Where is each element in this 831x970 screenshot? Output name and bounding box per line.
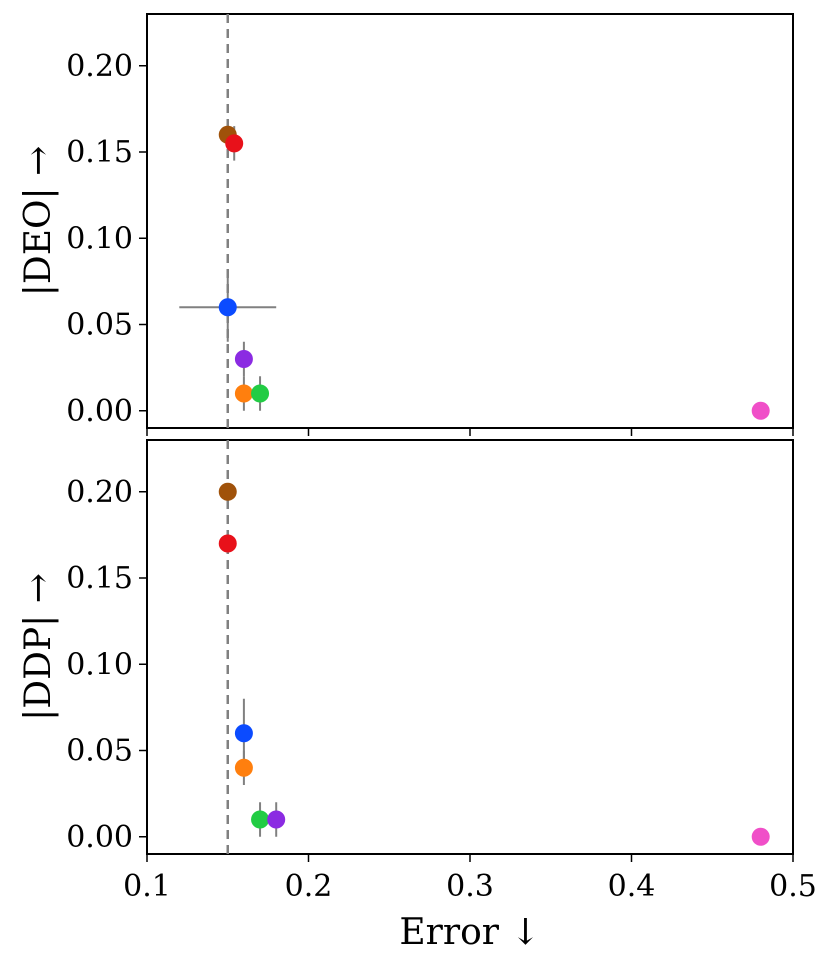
data-point (751, 827, 770, 846)
data-point (225, 134, 244, 153)
x-ticks-deo (146, 428, 794, 436)
y-tick-label: 0.15 (66, 135, 133, 170)
y-axis-label-deo: |DEO| → (18, 146, 59, 297)
data-point (251, 810, 270, 829)
x-tick-label: 0.4 (608, 869, 656, 904)
data-point (218, 482, 237, 501)
y-ticks-deo: 0.00 0.05 0.10 0.15 0.20 (66, 49, 147, 429)
y-axis-label-ddp: |DDP| → (18, 573, 59, 721)
y-tick-label: 0.10 (66, 221, 133, 256)
y-tick-label: 0.05 (66, 734, 133, 769)
y-ticks-ddp: 0.00 0.05 0.10 0.15 0.20 (66, 475, 147, 855)
y-tick-label: 0.20 (66, 475, 133, 510)
panel-ddp: 0.00 0.05 0.10 0.15 0.20 0.1 0.2 0.3 0.4 0.5 |DD… (18, 439, 817, 953)
y-tick-label: 0.15 (66, 561, 133, 596)
data-point (218, 534, 237, 553)
y-tick-label: 0.05 (66, 308, 133, 343)
data-point (234, 350, 253, 368)
data-point (234, 724, 253, 743)
data-point (251, 384, 270, 403)
data-point (234, 384, 253, 403)
x-tick-label: 0.2 (285, 869, 333, 904)
data-point (267, 810, 286, 829)
y-tick-label: 0.00 (66, 394, 133, 429)
x-axis-label: Error ↓ (399, 912, 540, 953)
points-ddp (218, 482, 770, 846)
x-tick-label: 0.3 (446, 869, 494, 904)
plot-frame-ddp (146, 439, 794, 855)
x-tick-label: 0.1 (123, 869, 171, 904)
x-ticks-ddp: 0.1 0.2 0.3 0.4 0.5 (123, 854, 817, 904)
data-point (218, 298, 237, 317)
points-deo (218, 125, 770, 420)
y-tick-label: 0.10 (66, 647, 133, 682)
x-tick-label: 0.5 (769, 869, 817, 904)
data-point (234, 758, 253, 777)
y-tick-label: 0.00 (66, 820, 133, 855)
data-point (751, 401, 770, 420)
panel-deo: 0.00 0.05 0.10 0.15 0.20 |DEO| → (18, 13, 794, 436)
y-tick-label: 0.20 (66, 49, 133, 84)
